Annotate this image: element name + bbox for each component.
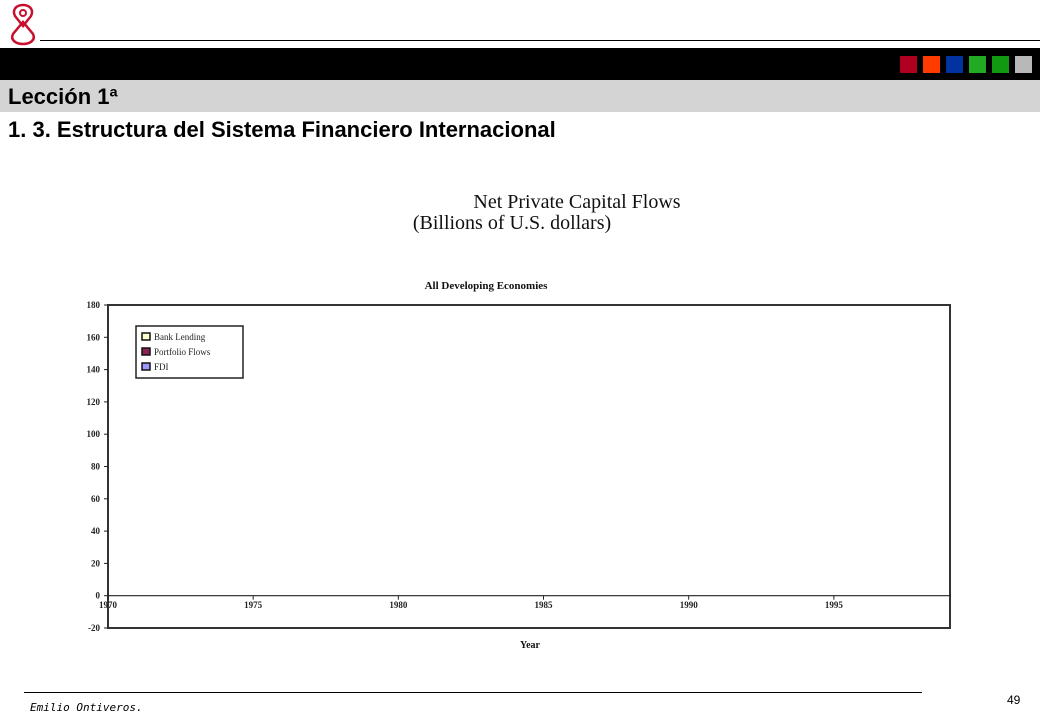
logo-icon xyxy=(11,3,35,46)
y-tick-label: 120 xyxy=(87,397,101,407)
y-tick-label: 20 xyxy=(91,558,101,568)
x-tick-label: 1995 xyxy=(825,600,844,610)
title-band xyxy=(0,80,1040,112)
brand-square xyxy=(992,56,1009,73)
legend-label-bank-lending: Bank Lending xyxy=(154,332,206,342)
header-bar xyxy=(0,48,1040,80)
y-tick-label: 0 xyxy=(96,591,101,601)
y-tick-label: 40 xyxy=(91,526,101,536)
x-tick-label: 1990 xyxy=(680,600,699,610)
y-tick-label: 80 xyxy=(91,462,101,472)
chart-panel-title: All Developing Economies xyxy=(425,280,549,292)
legend-label-portfolio-flows: Portfolio Flows xyxy=(154,347,211,357)
y-tick-label: 160 xyxy=(87,332,101,342)
brand-square xyxy=(1015,56,1032,73)
x-tick-label: 1985 xyxy=(535,600,554,610)
plot-frame xyxy=(107,304,951,629)
brand-square xyxy=(946,56,963,73)
legend-box xyxy=(135,325,244,379)
x-tick-label: 1980 xyxy=(389,600,408,610)
brand-squares xyxy=(900,56,1032,73)
footer-author: Emilio Ontiveros. xyxy=(30,701,143,714)
legend-label-fdi: FDI xyxy=(154,362,169,372)
slide-subtitle: 1. 3. Estructura del Sistema Financiero … xyxy=(8,117,556,142)
y-tick-label: 140 xyxy=(87,365,101,375)
y-tick-label: -20 xyxy=(88,623,100,633)
bottom-rule xyxy=(24,692,922,693)
legend-swatch-bank-lending xyxy=(141,332,151,341)
x-tick-label: 1975 xyxy=(244,600,263,610)
y-tick-label: 100 xyxy=(87,429,101,439)
y-tick-label: 180 xyxy=(87,300,101,310)
x-axis-label: Year xyxy=(520,640,541,651)
page-number: 49 xyxy=(1007,693,1021,707)
legend-swatch-fdi xyxy=(141,362,151,371)
legend-swatch-portfolio-flows xyxy=(141,347,151,356)
chart-subtitle: (Billions of U.S. dollars) xyxy=(413,212,611,234)
brand-square xyxy=(923,56,940,73)
brand-square xyxy=(900,56,917,73)
chart-title: Net Private Capital Flows xyxy=(473,191,680,213)
lesson-title: Lección 1ª xyxy=(8,84,118,109)
brand-square xyxy=(969,56,986,73)
x-tick-label: 1970 xyxy=(99,600,118,610)
top-rule xyxy=(40,40,1040,41)
y-tick-label: 60 xyxy=(91,494,101,504)
